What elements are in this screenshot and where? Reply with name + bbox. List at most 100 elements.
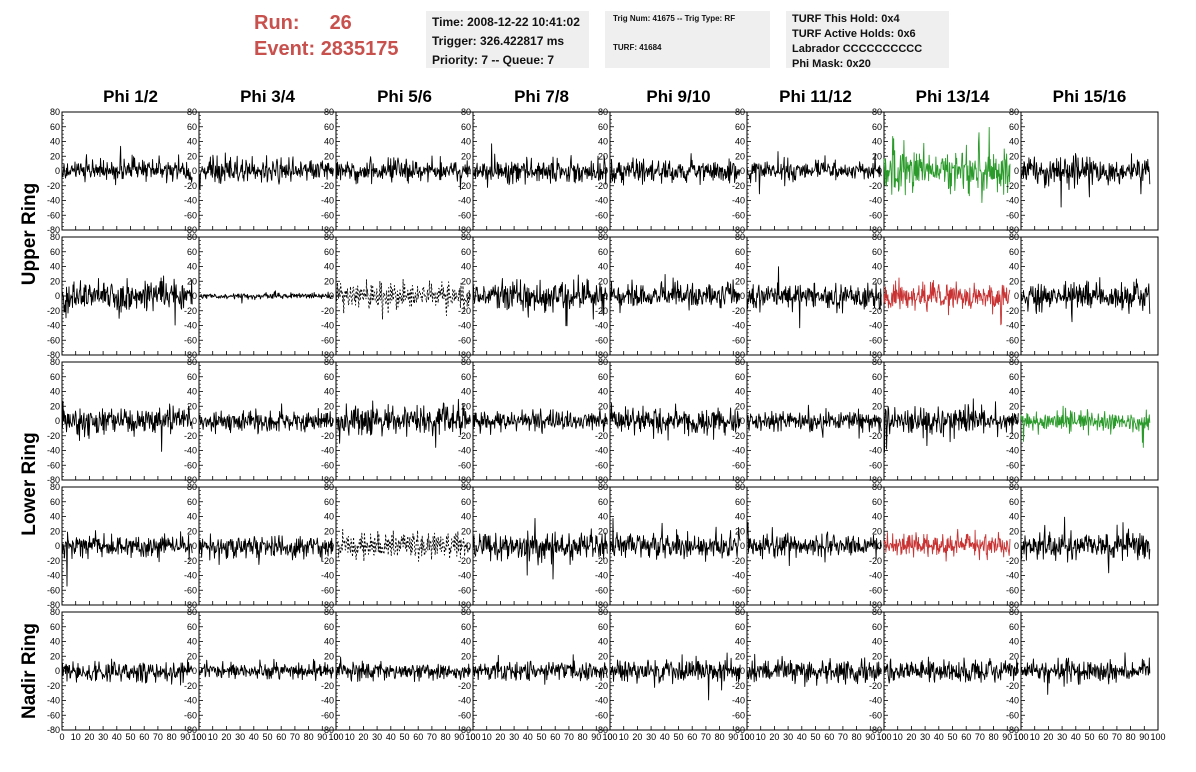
- y-tick-label: -60: [869, 210, 882, 220]
- trigger-line: Trigger: 326.422817 ms: [432, 34, 565, 48]
- y-tick-label: -80: [869, 725, 882, 735]
- y-tick-label: -20: [595, 431, 608, 441]
- y-tick-label: 40: [461, 512, 471, 522]
- y-tick-label: 60: [50, 622, 60, 632]
- y-tick-label: 20: [461, 401, 471, 411]
- y-tick-label: 0: [192, 541, 197, 551]
- y-tick-label: 60: [50, 372, 60, 382]
- y-tick-label: -40: [458, 696, 471, 706]
- waveform-panel-r1-c6: -80 -60 -40 -20 0 20 40 60 80: [732, 107, 885, 235]
- waveform-panel-r2-c5: -80 -60 -40 -20 0 20 40 60 80: [595, 232, 748, 360]
- y-tick-label: 60: [598, 247, 608, 257]
- y-tick-label: 40: [735, 137, 745, 147]
- x-tick-label: 80: [852, 732, 862, 742]
- x-tick-label: 50: [1084, 732, 1094, 742]
- y-tick-label: -60: [1006, 335, 1019, 345]
- y-tick-label: 80: [598, 232, 608, 242]
- x-tick-label: 10: [345, 732, 355, 742]
- y-tick-label: 40: [735, 262, 745, 272]
- y-tick-label: 80: [735, 607, 745, 617]
- y-tick-label: -40: [458, 196, 471, 206]
- y-tick-label: 20: [735, 151, 745, 161]
- y-tick-label: -80: [869, 225, 882, 235]
- y-tick-label: -60: [869, 335, 882, 345]
- y-tick-label: -60: [184, 585, 197, 595]
- event-row: Event: 2835175: [254, 36, 399, 62]
- y-tick-label: -80: [47, 225, 60, 235]
- y-tick-label: 20: [187, 526, 197, 536]
- y-tick-label: 20: [735, 276, 745, 286]
- y-tick-label: 40: [50, 387, 60, 397]
- y-tick-label: -40: [869, 446, 882, 456]
- y-tick-label: -60: [869, 460, 882, 470]
- x-tick-label: 20: [84, 732, 94, 742]
- turf-info-box: TURF This Hold: 0x4 TURF Active Holds: 0…: [786, 11, 949, 70]
- waveform-panel-r2-c6: -80 -60 -40 -20 0 20 40 60 80: [732, 232, 885, 360]
- y-tick-label: 40: [324, 387, 334, 397]
- x-tick-label: 70: [290, 732, 300, 742]
- y-tick-label: -40: [184, 446, 197, 456]
- y-tick-label: -80: [184, 225, 197, 235]
- waveform-trace: [335, 155, 471, 191]
- waveform-trace: [609, 652, 741, 701]
- y-tick-label: -20: [184, 431, 197, 441]
- y-tick-label: -80: [458, 600, 471, 610]
- y-tick-label: -60: [595, 585, 608, 595]
- y-tick-label: -40: [869, 321, 882, 331]
- event-label: Event:: [254, 38, 316, 60]
- x-tick-label: 20: [1043, 732, 1053, 742]
- y-tick-label: 40: [872, 262, 882, 272]
- y-tick-label: -60: [732, 460, 745, 470]
- y-tick-label: -40: [47, 446, 60, 456]
- y-tick-label: 80: [598, 482, 608, 492]
- x-tick-label: 0: [333, 732, 338, 742]
- y-tick-label: 60: [461, 372, 471, 382]
- waveform-trace: [1020, 277, 1151, 323]
- y-tick-label: -60: [595, 710, 608, 720]
- y-tick-label: -60: [1006, 585, 1019, 595]
- y-tick-label: 0: [466, 666, 471, 676]
- y-tick-label: 0: [603, 416, 608, 426]
- x-tick-label: 90: [728, 732, 738, 742]
- y-tick-label: 80: [872, 232, 882, 242]
- y-tick-label: 80: [187, 607, 197, 617]
- x-tick-label: 10: [482, 732, 492, 742]
- y-tick-label: 20: [50, 401, 60, 411]
- waveform-panel-r3-c4: -80 -60 -40 -20 0 20 40 60 80: [458, 357, 611, 485]
- y-tick-label: 0: [329, 416, 334, 426]
- y-tick-label: -60: [47, 460, 60, 470]
- x-tick-label: 40: [112, 732, 122, 742]
- y-tick-label: 80: [1009, 232, 1019, 242]
- x-tick-label: 0: [881, 732, 886, 742]
- y-tick-label: 80: [598, 107, 608, 117]
- y-tick-label: 60: [598, 497, 608, 507]
- y-tick-label: 80: [324, 107, 334, 117]
- y-tick-label: -20: [321, 681, 334, 691]
- y-tick-label: 40: [1009, 137, 1019, 147]
- y-tick-label: -20: [184, 306, 197, 316]
- waveform-panel-r1-c7: -80 -60 -40 -20 0 20 40 60 80: [869, 107, 1022, 235]
- waveform-trace: [472, 143, 608, 188]
- y-tick-label: -60: [595, 210, 608, 220]
- y-tick-label: 20: [50, 276, 60, 286]
- y-tick-label: -20: [732, 431, 745, 441]
- waveform-trace: [61, 145, 193, 186]
- y-tick-label: 0: [877, 416, 882, 426]
- y-tick-label: -80: [321, 350, 334, 360]
- x-tick-label: 100: [739, 732, 754, 742]
- y-tick-label: -20: [1006, 556, 1019, 566]
- y-tick-label: 40: [1009, 387, 1019, 397]
- y-tick-label: 80: [324, 482, 334, 492]
- waveform-trace: [61, 400, 193, 452]
- time-line: Time: 2008-12-22 10:41:02: [432, 15, 580, 29]
- x-tick-label: 20: [221, 732, 231, 742]
- y-tick-label: -40: [47, 696, 60, 706]
- x-tick-label: 90: [1002, 732, 1012, 742]
- x-tick-label: 40: [523, 732, 533, 742]
- y-tick-label: -80: [1006, 475, 1019, 485]
- y-tick-label: 40: [461, 637, 471, 647]
- y-tick-label: 80: [735, 357, 745, 367]
- y-tick-label: 80: [735, 107, 745, 117]
- y-tick-label: 80: [735, 482, 745, 492]
